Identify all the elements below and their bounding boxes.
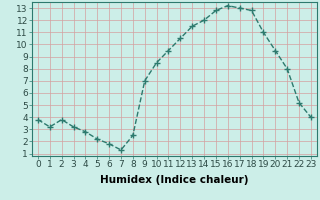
X-axis label: Humidex (Indice chaleur): Humidex (Indice chaleur) [100, 175, 249, 185]
